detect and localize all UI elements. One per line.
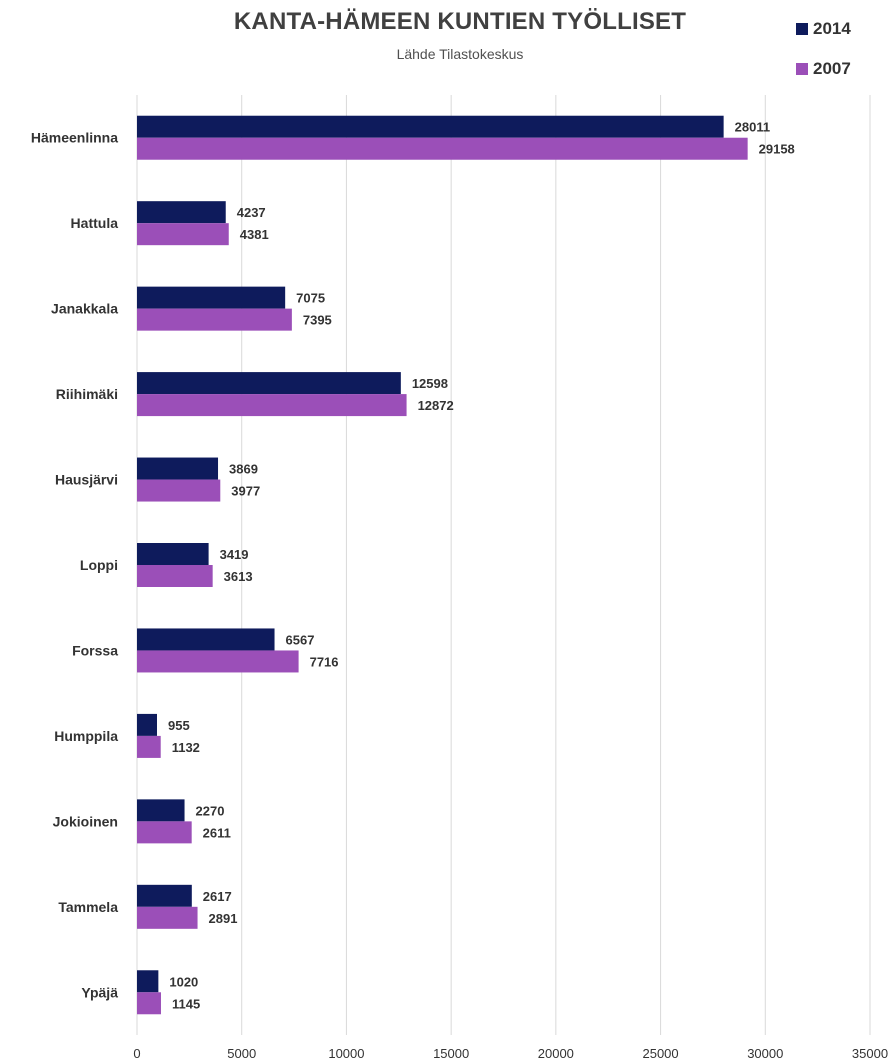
category-label: Tammela — [58, 899, 118, 915]
legend-label-2007: 2007 — [813, 59, 851, 78]
chart-title: KANTA-HÄMEEN KUNTIEN TYÖLLISET — [233, 8, 687, 35]
data-label-2007: 12872 — [418, 398, 454, 413]
legend-swatch-2014 — [796, 23, 808, 35]
bar-2007 — [137, 137, 748, 160]
bar-2007 — [137, 821, 192, 844]
bar-2007 — [137, 308, 292, 331]
x-tick-label: 10000 — [328, 1046, 364, 1061]
legend-item-2014: 2014 — [796, 18, 851, 40]
x-tick-label: 35000 — [852, 1046, 888, 1061]
x-tick-label: 0 — [133, 1046, 140, 1061]
category-label: Hattula — [71, 215, 119, 231]
legend-item-2007: 2007 — [796, 58, 851, 80]
bar-2014 — [137, 970, 159, 993]
bar-2014 — [137, 115, 724, 138]
bar-2007 — [137, 479, 221, 502]
bar-2014 — [137, 628, 275, 651]
data-label-2007: 1132 — [172, 740, 200, 755]
category-label: Humppila — [54, 728, 118, 744]
category-label: Ypäjä — [81, 984, 118, 1000]
bar-2007 — [137, 650, 299, 673]
x-tick-label: 25000 — [642, 1046, 678, 1061]
category-label: Janakkala — [51, 301, 118, 317]
data-label-2007: 4381 — [240, 227, 269, 242]
data-label-2007: 7716 — [310, 654, 339, 669]
data-label-2007: 29158 — [759, 142, 795, 157]
data-label-2007: 1145 — [172, 996, 200, 1011]
bar-2007 — [137, 906, 198, 929]
x-tick-label: 5000 — [227, 1046, 256, 1061]
category-label: Hausjärvi — [55, 472, 118, 488]
data-label-2007: 2611 — [203, 825, 231, 840]
data-label-2007: 3977 — [231, 484, 260, 499]
bar-2007 — [137, 992, 161, 1015]
data-label-2014: 3419 — [220, 547, 249, 562]
data-label-2014: 2270 — [196, 803, 225, 818]
x-tick-label: 30000 — [747, 1046, 783, 1061]
bar-2014 — [137, 457, 219, 480]
data-label-2014: 12598 — [412, 376, 448, 391]
category-label: Jokioinen — [53, 813, 118, 829]
x-tick-label: 20000 — [538, 1046, 574, 1061]
data-label-2014: 28011 — [735, 120, 770, 135]
category-label: Loppi — [80, 557, 118, 573]
data-label-2007: 7395 — [303, 313, 332, 328]
bar-2007 — [137, 735, 161, 758]
category-label: Forssa — [72, 642, 118, 658]
category-label: Riihimäki — [56, 386, 118, 402]
bar-2014 — [137, 201, 226, 224]
bar-2014 — [137, 799, 185, 822]
bar-2014 — [137, 543, 209, 565]
bar-2014 — [137, 713, 158, 736]
data-label-2014: 2617 — [203, 889, 232, 904]
bar-2014 — [137, 884, 192, 907]
bar-2007 — [137, 394, 407, 417]
data-label-2007: 2891 — [209, 911, 238, 926]
data-label-2014: 1020 — [169, 974, 198, 989]
data-label-2007: 3613 — [224, 569, 253, 584]
legend-swatch-2007 — [796, 63, 808, 75]
data-label-2014: 6567 — [286, 632, 315, 647]
category-label: Hämeenlinna — [31, 130, 118, 146]
data-label-2014: 4237 — [237, 205, 266, 220]
bar-2014 — [137, 372, 401, 395]
data-label-2014: 7075 — [296, 291, 325, 306]
data-label-2014: 3869 — [229, 462, 258, 477]
bar-2007 — [137, 565, 213, 587]
bar-2014 — [137, 286, 286, 309]
chart-subtitle: Lähde Tilastokeskus — [396, 46, 524, 62]
data-label-2014: 955 — [168, 718, 190, 733]
bar-2007 — [137, 223, 229, 246]
legend-label-2014: 2014 — [813, 19, 851, 38]
x-tick-label: 15000 — [433, 1046, 469, 1061]
